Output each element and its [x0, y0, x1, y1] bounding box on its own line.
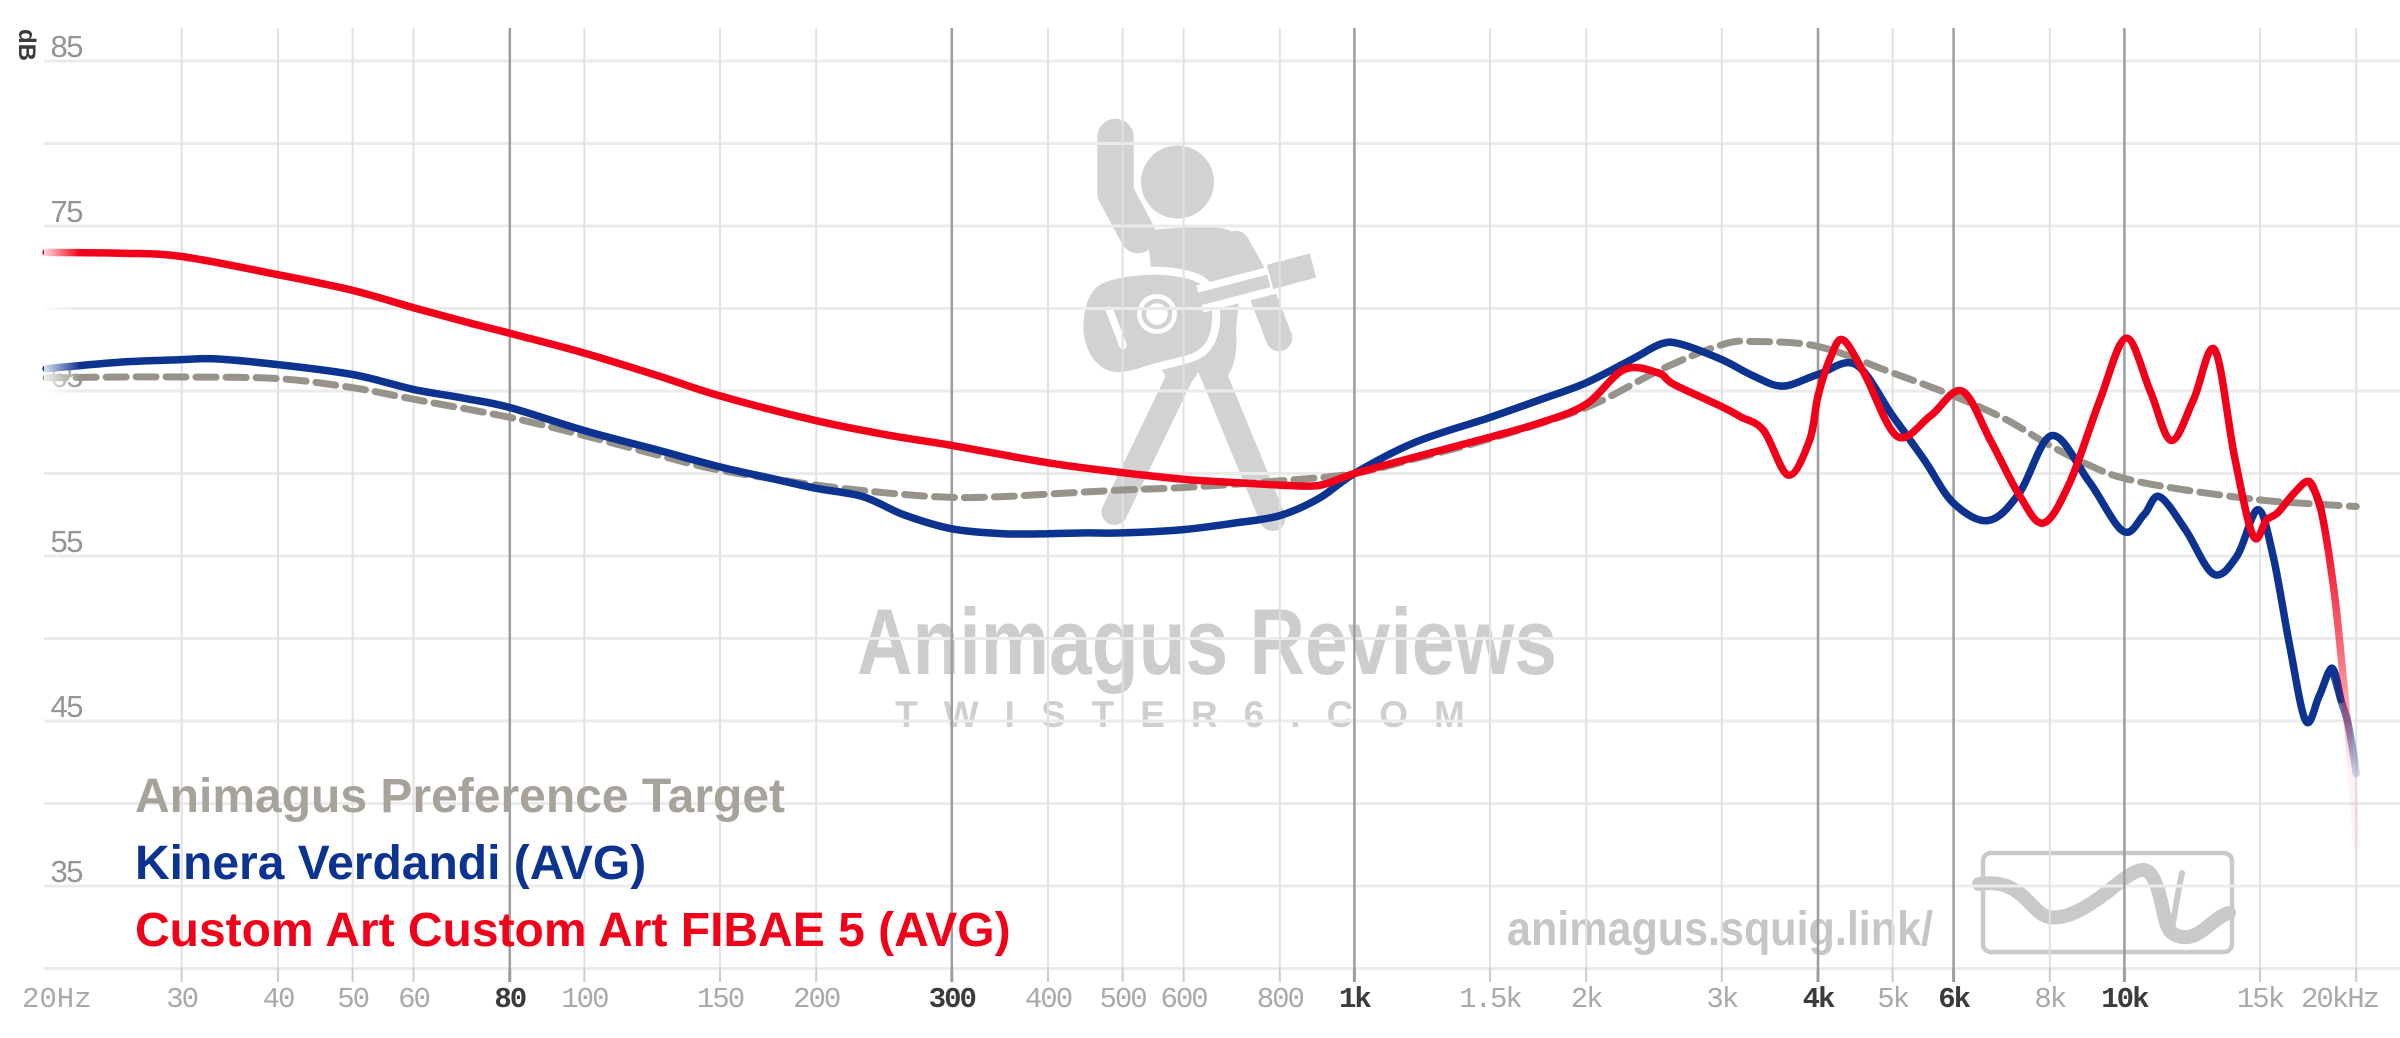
svg-text:Animagus Reviews: Animagus Reviews	[857, 589, 1557, 694]
svg-text:dB: dB	[13, 29, 40, 61]
svg-text:800: 800	[1257, 983, 1304, 1016]
svg-text:TWISTER6.COM: TWISTER6.COM	[895, 694, 1491, 735]
svg-text:500: 500	[1099, 983, 1146, 1016]
svg-text:30: 30	[166, 983, 197, 1016]
svg-text:150: 150	[697, 983, 744, 1016]
svg-text:60: 60	[398, 983, 429, 1016]
svg-text:6k: 6k	[1938, 983, 1970, 1016]
svg-text:20Hz: 20Hz	[22, 983, 92, 1016]
svg-text:40: 40	[263, 983, 294, 1016]
svg-text:4k: 4k	[1803, 983, 1835, 1016]
svg-text:100: 100	[561, 983, 608, 1016]
svg-text:2k: 2k	[1571, 983, 1602, 1016]
svg-text:200: 200	[793, 983, 840, 1016]
svg-text:8k: 8k	[2034, 983, 2065, 1016]
svg-text:5k: 5k	[1877, 983, 1908, 1016]
svg-text:1.5k: 1.5k	[1459, 983, 1521, 1016]
svg-text:85: 85	[51, 29, 83, 64]
svg-text:3k: 3k	[1706, 983, 1737, 1016]
svg-text:45: 45	[51, 689, 83, 724]
svg-text:600: 600	[1160, 983, 1207, 1016]
svg-text:300: 300	[929, 983, 976, 1016]
svg-text:animagus.squig.link/: animagus.squig.link/	[1507, 903, 1933, 956]
svg-text:20kHz: 20kHz	[2301, 983, 2379, 1016]
svg-text:400: 400	[1025, 983, 1072, 1016]
svg-text:Kinera Verdandi (AVG): Kinera Verdandi (AVG)	[135, 837, 646, 890]
svg-text:80: 80	[494, 983, 525, 1016]
svg-text:35: 35	[51, 854, 83, 889]
svg-text:Custom Art Custom Art FIBAE 5: Custom Art Custom Art FIBAE 5 (AVG)	[135, 904, 1011, 957]
svg-text:10k: 10k	[2101, 983, 2149, 1016]
svg-text:15k: 15k	[2237, 983, 2284, 1016]
svg-text:1k: 1k	[1339, 983, 1371, 1016]
svg-text:55: 55	[51, 524, 83, 559]
svg-text:Animagus Preference Target: Animagus Preference Target	[135, 770, 785, 823]
svg-text:75: 75	[51, 194, 83, 229]
svg-text:50: 50	[337, 983, 368, 1016]
